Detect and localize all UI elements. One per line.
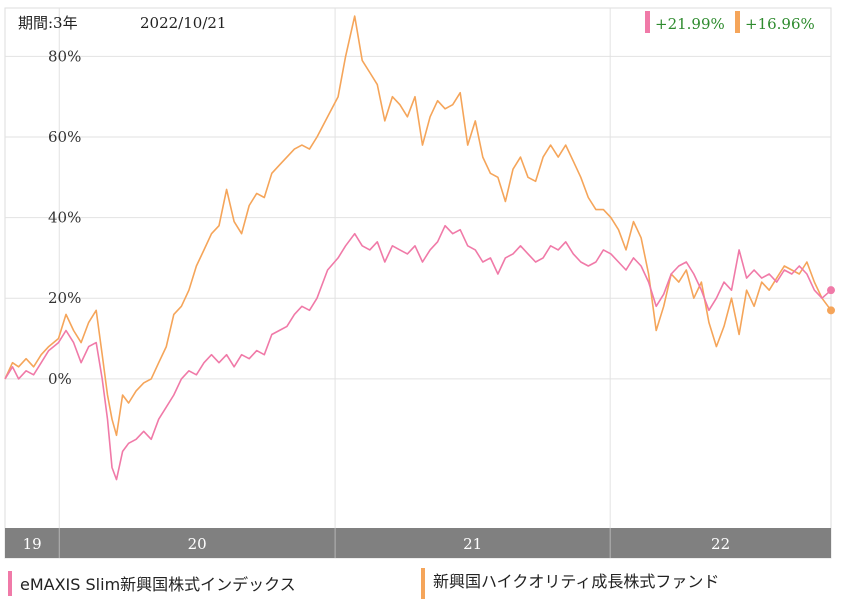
series-lines — [4, 15, 835, 481]
legend-label-1: eMAXIS Slim新興国株式インデックス — [20, 575, 296, 594]
return-marker-2 — [735, 11, 740, 33]
grid-lines — [5, 8, 831, 528]
y-tick-label: 40% — [48, 209, 81, 227]
return-value-1: +21.99% — [655, 15, 725, 33]
x-tick-label: 19 — [23, 535, 42, 553]
x-tick-label: 20 — [188, 535, 207, 553]
return-marker-1 — [645, 11, 650, 33]
series-line-1 — [4, 224, 832, 481]
date-label: 2022/10/21 — [140, 14, 226, 32]
y-tick-label: 0% — [48, 370, 72, 388]
x-tick-label: 22 — [711, 535, 730, 553]
return-value-2: +16.96% — [745, 15, 815, 33]
period-label: 期間:3年 — [18, 14, 78, 32]
x-axis-ticks: 19 20 21 22 — [23, 528, 730, 558]
y-tick-label: 20% — [48, 289, 81, 307]
plot-frame — [4, 7, 832, 559]
legend-marker-2 — [421, 568, 425, 599]
legend-label-2: 新興国ハイクオリティ成長株式ファンド — [433, 572, 719, 591]
series-line-2 — [4, 15, 832, 437]
y-tick-label: 60% — [48, 128, 81, 146]
series-end-marker-2 — [827, 306, 835, 315]
x-axis-bar — [5, 528, 831, 558]
series-end-marker-1 — [827, 286, 835, 295]
y-axis-ticks: 0% 20% 40% 60% 80% — [48, 47, 81, 387]
legend-marker-1 — [8, 571, 12, 596]
y-tick-label: 80% — [48, 47, 81, 65]
x-tick-label: 21 — [463, 535, 482, 553]
